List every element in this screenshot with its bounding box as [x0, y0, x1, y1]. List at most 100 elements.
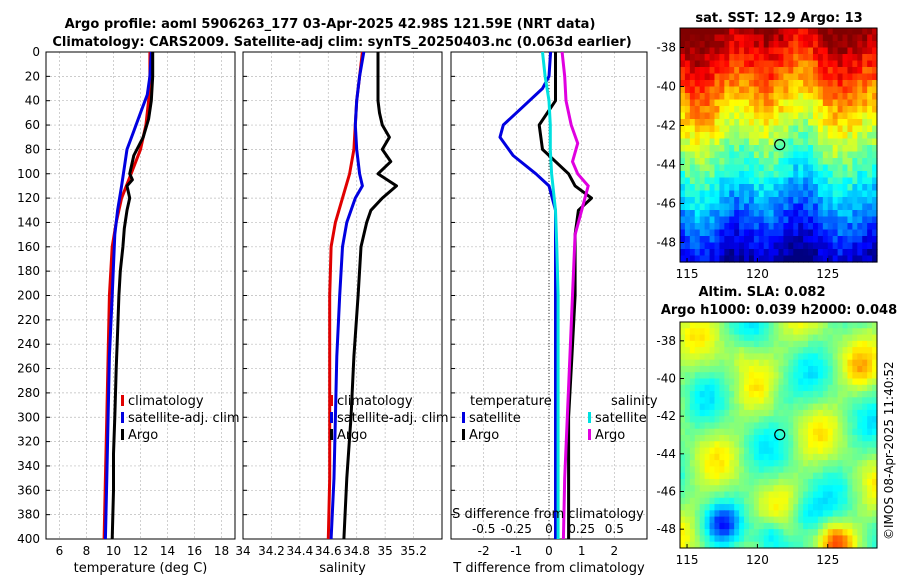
map-cell [842, 236, 849, 244]
map-cell [709, 203, 716, 211]
map-cell [724, 422, 730, 430]
map-cell [783, 334, 789, 342]
map-cell [758, 47, 765, 55]
map-cell [803, 478, 809, 486]
map-cell [847, 93, 853, 101]
map-cell [773, 41, 780, 49]
map-cell [803, 229, 809, 237]
map-cell [680, 99, 686, 107]
map-cell [744, 453, 750, 461]
map-cell [872, 86, 878, 94]
map-cell [832, 132, 839, 140]
map-cell [744, 447, 750, 455]
map-cell [734, 223, 740, 231]
map-cell [724, 322, 730, 329]
map-cell [822, 453, 829, 461]
map-cell [739, 535, 745, 543]
map-cell [699, 210, 706, 218]
map-cell [798, 54, 804, 62]
map-cell [827, 197, 834, 205]
map-cell [852, 223, 858, 231]
map-cell [788, 125, 794, 133]
map-cell [837, 223, 844, 231]
map-cell [734, 177, 740, 185]
map-cell [817, 359, 824, 367]
map-cell [684, 472, 691, 480]
map-cell [699, 99, 706, 107]
map-cell [714, 223, 720, 231]
map-cell [803, 428, 809, 436]
map-cell [768, 334, 775, 342]
map-cell [680, 359, 686, 367]
map-cell [763, 119, 770, 127]
map-cell [808, 409, 814, 417]
map-cell [768, 249, 775, 257]
map-cell [837, 535, 844, 543]
map-cell [714, 164, 720, 172]
map-cell [808, 478, 814, 486]
map-cell [734, 510, 740, 518]
map-cell [729, 447, 735, 455]
map-cell [704, 242, 711, 250]
map-cell [827, 353, 834, 361]
map-cell [872, 460, 878, 467]
map-cell [857, 34, 863, 42]
x-tick-label: 6 [56, 544, 64, 558]
map-cell [788, 516, 794, 524]
map-cell [763, 403, 770, 411]
map-cell [857, 132, 863, 140]
map-cell [694, 236, 701, 244]
map-cell [837, 86, 844, 94]
map-cell [694, 158, 701, 166]
map-cell [694, 41, 701, 49]
map-cell [827, 106, 834, 114]
map-cell [709, 138, 716, 146]
map-cell [822, 93, 829, 101]
map-cell [783, 541, 789, 549]
map-cell [724, 242, 730, 250]
map-cell [709, 328, 716, 336]
map-cell [812, 177, 819, 185]
map-cell [872, 529, 878, 537]
map-cell [812, 497, 819, 505]
map-cell [768, 216, 775, 224]
map-cell [827, 453, 834, 461]
map-cell [778, 522, 785, 530]
map-cell [872, 158, 878, 166]
map-cell [763, 522, 770, 530]
map-cell [817, 151, 824, 159]
map-cell [689, 466, 696, 474]
map-cell [798, 485, 804, 493]
map-cell [788, 397, 794, 405]
map-cell [724, 359, 730, 367]
map-cell [803, 497, 809, 505]
map-cell [680, 422, 686, 430]
map-cell [832, 466, 839, 474]
map-cell [734, 171, 740, 179]
map-cell [709, 28, 716, 36]
map-cell [773, 242, 780, 250]
map-cell [822, 541, 829, 549]
map-cell [817, 372, 824, 380]
map-cell [872, 510, 878, 518]
map-cell [793, 138, 799, 146]
map-cell [709, 119, 716, 127]
map-cell [744, 190, 750, 198]
map-cell [832, 125, 839, 133]
map-cell [744, 497, 750, 505]
map-cell [847, 347, 853, 354]
map-cell [680, 223, 686, 231]
map-cell [862, 384, 868, 392]
map-cell [847, 409, 853, 417]
map-cell [704, 422, 711, 430]
map-cell [803, 73, 809, 81]
map-cell [778, 177, 785, 185]
map-cell [734, 249, 740, 257]
map-cell [812, 322, 819, 329]
map-cell [739, 41, 745, 49]
map-cell [729, 510, 735, 518]
map-cell [758, 365, 765, 373]
map-cell [827, 391, 834, 398]
map-cell [832, 99, 839, 107]
map-cell [704, 478, 711, 486]
